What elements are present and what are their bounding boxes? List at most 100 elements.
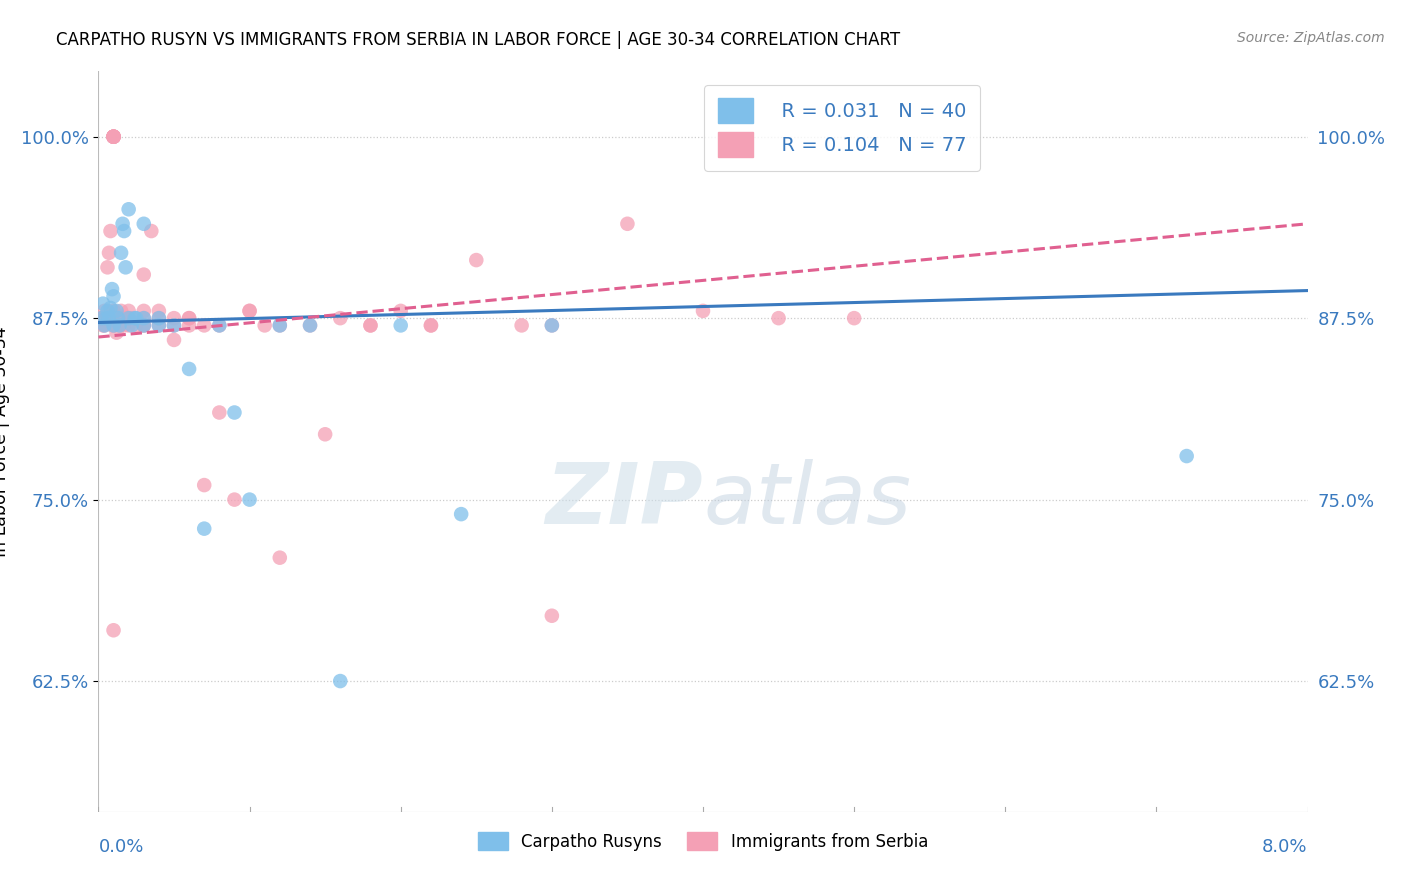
Text: 8.0%: 8.0% [1263, 838, 1308, 855]
Point [163, 318, 186, 333]
Point [163, 311, 186, 326]
Point [844, 311, 866, 326]
Point [193, 478, 215, 492]
Point [239, 304, 262, 318]
Point [208, 318, 231, 333]
Point [103, 318, 125, 333]
Point [110, 304, 132, 318]
Point [148, 318, 170, 333]
Point [103, 129, 125, 144]
Point [112, 224, 135, 238]
Legend: Carpatho Rusyns, Immigrants from Serbia: Carpatho Rusyns, Immigrants from Serbia [470, 823, 936, 859]
Point [389, 304, 412, 318]
Text: atlas: atlas [703, 459, 911, 542]
Point [103, 311, 125, 326]
Point [269, 550, 291, 565]
Point [98, 245, 121, 260]
Point [103, 289, 125, 303]
Text: CARPATHO RUSYN VS IMMIGRANTS FROM SERBIA IN LABOR FORCE | AGE 30-34 CORRELATION : CARPATHO RUSYN VS IMMIGRANTS FROM SERBIA… [56, 31, 900, 49]
Point [540, 608, 562, 623]
Point [224, 405, 246, 419]
Point [107, 311, 129, 326]
Point [768, 311, 790, 326]
Point [299, 318, 322, 333]
Point [100, 301, 122, 315]
Point [112, 318, 135, 333]
Point [132, 268, 155, 282]
Point [299, 318, 322, 333]
Point [132, 217, 155, 231]
Point [103, 129, 125, 144]
Point [450, 507, 472, 521]
Point [100, 224, 122, 238]
Point [93, 318, 115, 333]
Point [118, 311, 141, 326]
Point [141, 224, 163, 238]
Point [121, 318, 143, 333]
Point [269, 318, 291, 333]
Point [148, 304, 170, 318]
Point [118, 311, 141, 326]
Point [329, 311, 352, 326]
Point [510, 318, 533, 333]
Point [93, 318, 115, 333]
Point [98, 311, 121, 326]
Point [179, 318, 201, 333]
Point [208, 405, 231, 419]
Point [179, 311, 201, 326]
Point [208, 318, 231, 333]
Point [90, 311, 112, 326]
Point [239, 304, 262, 318]
Point [108, 318, 131, 333]
Y-axis label: In Labor Force | Age 30-34: In Labor Force | Age 30-34 [0, 326, 10, 557]
Point [540, 318, 562, 333]
Point [118, 311, 141, 326]
Point [132, 318, 155, 333]
Point [105, 326, 128, 340]
Point [179, 362, 201, 376]
Point [193, 318, 215, 333]
Point [329, 674, 352, 689]
Point [103, 311, 125, 326]
Text: Source: ZipAtlas.com: Source: ZipAtlas.com [1237, 31, 1385, 45]
Text: 0.0%: 0.0% [98, 838, 143, 855]
Point [163, 318, 186, 333]
Point [269, 318, 291, 333]
Point [105, 304, 128, 318]
Point [125, 311, 148, 326]
Point [163, 333, 186, 347]
Point [389, 318, 412, 333]
Point [125, 318, 148, 333]
Point [540, 318, 562, 333]
Point [148, 311, 170, 326]
Point [616, 217, 638, 231]
Point [420, 318, 443, 333]
Point [96, 260, 118, 275]
Point [148, 311, 170, 326]
Point [94, 311, 117, 326]
Point [103, 318, 125, 333]
Point [101, 282, 124, 296]
Point [360, 318, 382, 333]
Point [110, 245, 132, 260]
Point [90, 311, 112, 326]
Point [111, 217, 134, 231]
Point [114, 311, 136, 326]
Point [103, 129, 125, 144]
Point [314, 427, 336, 442]
Point [103, 318, 125, 333]
Point [103, 624, 125, 638]
Point [124, 311, 146, 326]
Point [193, 522, 215, 536]
Point [253, 318, 276, 333]
Point [118, 318, 141, 333]
Point [420, 318, 443, 333]
Point [465, 253, 488, 268]
Point [103, 129, 125, 144]
Text: ZIP: ZIP [546, 459, 703, 542]
Point [103, 304, 125, 318]
Point [103, 129, 125, 144]
Point [132, 318, 155, 333]
Point [103, 129, 125, 144]
Point [96, 304, 118, 318]
